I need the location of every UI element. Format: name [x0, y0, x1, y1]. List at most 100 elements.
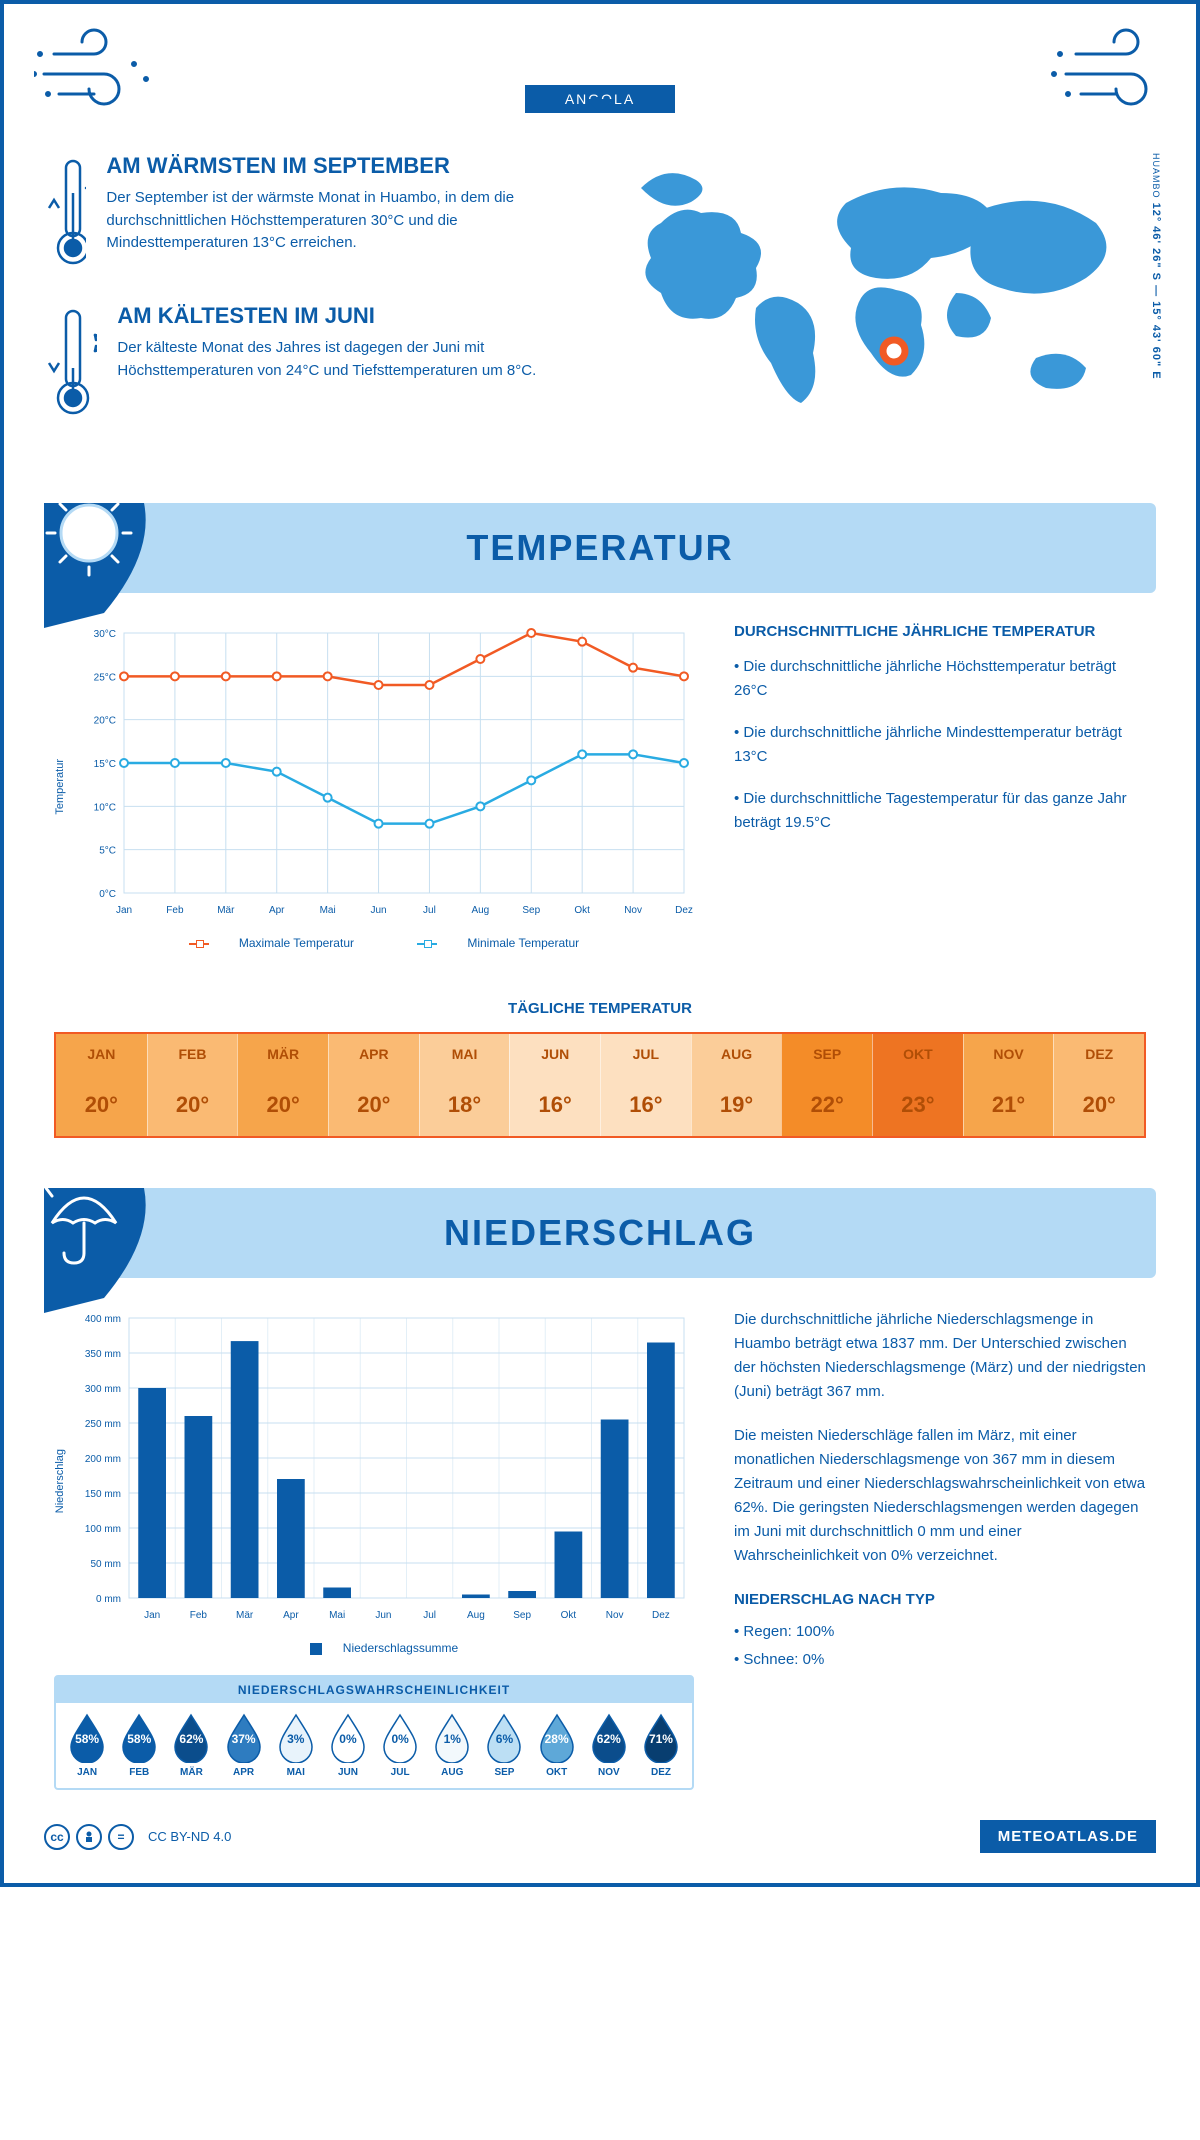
prob-cell: 3%MAI: [270, 1713, 322, 1778]
legend-max: Maximale Temperatur: [239, 936, 354, 950]
svg-text:Dez: Dez: [675, 905, 693, 916]
svg-text:350 mm: 350 mm: [85, 1349, 121, 1360]
temperature-banner: TEMPERATUR: [44, 503, 1156, 593]
svg-text:Okt: Okt: [574, 905, 590, 916]
warmest-block: AM WÄRMSTEN IM SEPTEMBER Der September i…: [44, 153, 586, 273]
daily-cell: JUL16°: [600, 1034, 691, 1136]
precip-type-title: NIEDERSCHLAG NACH TYP: [734, 1588, 1146, 1612]
coord-city: HUAMBO: [1151, 153, 1161, 199]
precip-p2: Die meisten Niederschläge fallen im März…: [734, 1424, 1146, 1568]
daily-cell: DEZ20°: [1053, 1034, 1144, 1136]
temp-ylabel: Temperatur: [54, 759, 66, 815]
temperature-chart: 0°C5°C10°C15°C20°C25°C30°CJanFebMärAprMa…: [74, 623, 694, 950]
daily-cell: MAI18°: [419, 1034, 510, 1136]
warmest-title: AM WÄRMSTEN IM SEPTEMBER: [106, 153, 586, 179]
prob-cell: 28%OKT: [531, 1713, 583, 1778]
svg-text:Jan: Jan: [144, 1610, 160, 1621]
cc-label: CC BY-ND 4.0: [148, 1829, 231, 1844]
svg-text:5°C: 5°C: [99, 846, 116, 857]
prob-cell: 37%APR: [218, 1713, 270, 1778]
svg-text:Apr: Apr: [283, 1610, 299, 1621]
probability-panel: NIEDERSCHLAGSWAHRSCHEINLICHKEIT 58%JAN58…: [54, 1675, 694, 1790]
svg-text:Mär: Mär: [217, 905, 235, 916]
nd-icon: =: [108, 1824, 134, 1850]
svg-text:Sep: Sep: [522, 905, 540, 916]
umbrella-icon: [34, 1168, 134, 1268]
prob-cell: 62%NOV: [583, 1713, 635, 1778]
svg-text:Okt: Okt: [561, 1610, 577, 1621]
thermometer-sun-icon: [44, 153, 86, 273]
coordinates: 12° 46' 26" S — 15° 43' 60" E: [1150, 203, 1162, 380]
prob-cell: 1%AUG: [426, 1713, 478, 1778]
coldest-text: Der kälteste Monat des Jahres ist dagege…: [117, 337, 586, 382]
svg-text:150 mm: 150 mm: [85, 1489, 121, 1500]
svg-text:Jul: Jul: [423, 1610, 436, 1621]
svg-text:Apr: Apr: [269, 905, 285, 916]
daily-cell: SEP22°: [781, 1034, 872, 1136]
cc-license: cc = CC BY-ND 4.0: [44, 1824, 231, 1850]
svg-text:Jan: Jan: [116, 905, 132, 916]
summary-row: AM WÄRMSTEN IM SEPTEMBER Der September i…: [4, 113, 1196, 483]
warmest-text: Der September ist der wärmste Monat in H…: [106, 187, 586, 255]
svg-text:Mai: Mai: [329, 1610, 345, 1621]
svg-text:Sep: Sep: [513, 1610, 531, 1621]
precipitation-chart: 0 mm50 mm100 mm150 mm200 mm250 mm300 mm3…: [74, 1308, 694, 1655]
svg-text:25°C: 25°C: [94, 672, 116, 683]
page-title: HUAMBO: [4, 10, 1196, 75]
temp-p3: • Die durchschnittliche Tagestemperatur …: [734, 787, 1134, 835]
location-marker: [883, 340, 905, 362]
precipitation-banner: NIEDERSCHLAG: [44, 1188, 1156, 1278]
svg-text:Feb: Feb: [166, 905, 184, 916]
precip-type1: • Regen: 100%: [734, 1620, 1146, 1644]
probability-title: NIEDERSCHLAGSWAHRSCHEINLICHKEIT: [56, 1677, 692, 1703]
prob-cell: 71%DEZ: [635, 1713, 687, 1778]
by-icon: [76, 1824, 102, 1850]
svg-text:Nov: Nov: [606, 1610, 624, 1621]
precip-type2: • Schnee: 0%: [734, 1648, 1146, 1672]
svg-text:100 mm: 100 mm: [85, 1524, 121, 1535]
precip-ylabel: Niederschlag: [54, 1449, 66, 1513]
daily-cell: JUN16°: [509, 1034, 600, 1136]
world-map: HUAMBO 12° 46' 26" S — 15° 43' 60" E: [616, 153, 1156, 453]
svg-text:Jul: Jul: [423, 905, 436, 916]
temperature-title: TEMPERATUR: [466, 527, 733, 569]
prob-cell: 62%MÄR: [165, 1713, 217, 1778]
daily-cell: NOV21°: [963, 1034, 1054, 1136]
svg-text:20°C: 20°C: [94, 716, 116, 727]
daily-cell: AUG19°: [691, 1034, 782, 1136]
svg-text:Jun: Jun: [375, 1610, 391, 1621]
footer: cc = CC BY-ND 4.0 METEOATLAS.DE: [4, 1800, 1196, 1863]
svg-text:Aug: Aug: [467, 1610, 485, 1621]
svg-text:Feb: Feb: [190, 1610, 208, 1621]
svg-text:200 mm: 200 mm: [85, 1454, 121, 1465]
header: HUAMBO ANGOLA: [4, 4, 1196, 113]
daily-temp-table: JAN20°FEB20°MÄR20°APR20°MAI18°JUN16°JUL1…: [54, 1032, 1146, 1138]
thermometer-snow-icon: [44, 303, 97, 423]
svg-text:Nov: Nov: [624, 905, 642, 916]
legend-min: Minimale Temperatur: [467, 936, 579, 950]
svg-text:Dez: Dez: [652, 1610, 670, 1621]
cc-icon: cc: [44, 1824, 70, 1850]
svg-text:15°C: 15°C: [94, 759, 116, 770]
daily-title: TÄGLICHE TEMPERATUR: [4, 1000, 1196, 1017]
precipitation-title: NIEDERSCHLAG: [444, 1212, 756, 1254]
prob-cell: 0%JUN: [322, 1713, 374, 1778]
svg-text:Jun: Jun: [370, 905, 386, 916]
daily-cell: MÄR20°: [237, 1034, 328, 1136]
prob-cell: 58%FEB: [113, 1713, 165, 1778]
coldest-title: AM KÄLTESTEN IM JUNI: [117, 303, 586, 329]
prob-cell: 58%JAN: [61, 1713, 113, 1778]
temp-subtitle: DURCHSCHNITTLICHE JÄHRLICHE TEMPERATUR: [734, 623, 1134, 640]
coldest-block: AM KÄLTESTEN IM JUNI Der kälteste Monat …: [44, 303, 586, 423]
temp-p2: • Die durchschnittliche jährliche Mindes…: [734, 721, 1134, 769]
sun-icon: [34, 483, 144, 593]
precip-legend: Niederschlagssumme: [343, 1641, 458, 1655]
prob-cell: 6%SEP: [478, 1713, 530, 1778]
svg-text:300 mm: 300 mm: [85, 1384, 121, 1395]
temp-p1: • Die durchschnittliche jährliche Höchst…: [734, 655, 1134, 703]
svg-text:Mai: Mai: [320, 905, 336, 916]
daily-cell: APR20°: [328, 1034, 419, 1136]
daily-cell: JAN20°: [56, 1034, 147, 1136]
svg-text:50 mm: 50 mm: [90, 1559, 121, 1570]
brand-label: METEOATLAS.DE: [980, 1820, 1156, 1853]
